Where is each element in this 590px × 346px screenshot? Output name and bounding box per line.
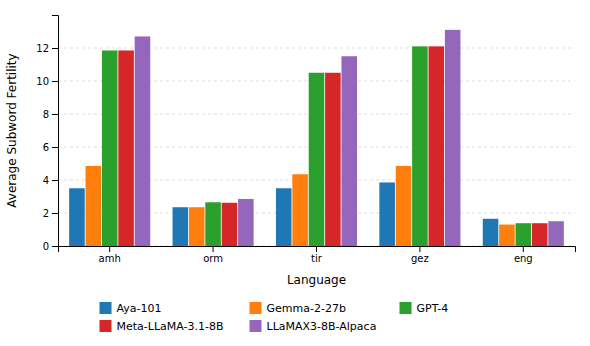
y-tick-mark (52, 48, 58, 49)
y-tick-mark (52, 213, 58, 214)
y-tick-mark (52, 81, 58, 82)
x-tick: amh (99, 246, 121, 264)
legend-item: Meta-LLaMA-3.1-8B (100, 320, 224, 333)
bar (396, 166, 412, 246)
y-tick-label: 10 (36, 76, 49, 87)
legend-label: Aya-101 (117, 302, 162, 315)
y-axis: 0 2 4 6 8 10 12 (36, 16, 58, 252)
y-tick: 2 (43, 208, 58, 219)
x-tick-label: orm (203, 253, 223, 264)
legend-swatch (250, 302, 262, 314)
legend-label: LLaMAX3-8B-Alpaca (267, 320, 377, 333)
x-tick-label: gez (411, 253, 429, 264)
y-tick: 6 (43, 142, 58, 153)
y-tick: 12 (36, 43, 58, 54)
x-tick: tir (311, 246, 323, 264)
y-tick-label: 0 (43, 241, 49, 252)
x-tick-mark (109, 246, 110, 252)
bars (69, 30, 564, 246)
bar (276, 188, 292, 246)
bar (516, 223, 532, 246)
x-tick-mark (523, 246, 524, 252)
y-tick: 0 (43, 241, 58, 252)
bar (189, 207, 205, 246)
x-tick-label: eng (514, 253, 533, 264)
legend-swatch (100, 302, 112, 314)
bar (135, 36, 151, 246)
bar (499, 225, 515, 246)
legend-label: Meta-LLaMA-3.1-8B (117, 320, 224, 333)
legend-swatch (100, 320, 112, 332)
x-tick: eng (514, 246, 533, 264)
y-axis-line (52, 16, 59, 247)
y-tick-label: 2 (43, 208, 49, 219)
x-tick-label: tir (311, 253, 323, 264)
legend: Aya-101 Gemma-2-27b GPT-4 Meta-LLaMA-3.1-8B… (100, 302, 449, 333)
bar (483, 219, 499, 246)
y-tick-mark (52, 114, 58, 115)
y-tick-label: 12 (36, 43, 49, 54)
legend-label: Gemma-2-27b (267, 302, 346, 315)
bar (86, 166, 102, 246)
chart: 0 2 4 6 8 10 12 amh orm tir gez eng Language Average … (0, 0, 590, 346)
legend-swatch (250, 320, 262, 332)
x-tick: orm (203, 246, 223, 264)
y-tick-label: 6 (43, 142, 49, 153)
x-tick-mark (316, 246, 317, 252)
bar (379, 182, 395, 246)
y-tick-label: 4 (43, 175, 49, 186)
plot: 0 2 4 6 8 10 12 amh orm tir gez eng (36, 16, 575, 265)
bar (445, 30, 461, 246)
legend-item: Aya-101 (100, 302, 162, 315)
legend-swatch (400, 302, 412, 314)
x-axis-title: Language (287, 273, 346, 287)
x-tick: gez (411, 246, 429, 264)
bar (548, 221, 564, 246)
bar (69, 188, 85, 246)
bar (292, 174, 308, 246)
x-axis-line (59, 247, 576, 253)
bar (222, 203, 238, 246)
legend-item: LLaMAX3-8B-Alpaca (250, 320, 377, 333)
y-tick: 4 (43, 175, 58, 186)
bar (325, 73, 341, 246)
bar (309, 73, 325, 246)
x-tick-label: amh (99, 253, 121, 264)
y-tick-mark (52, 180, 58, 181)
y-tick: 8 (43, 109, 58, 120)
x-tick-mark (419, 246, 420, 252)
x-axis: amh orm tir gez eng (59, 246, 576, 264)
y-axis-title: Average Subword Fertility (5, 53, 19, 207)
bar (238, 199, 254, 246)
bar (102, 50, 118, 246)
bar-series (135, 30, 564, 246)
bar (532, 223, 548, 246)
bar (205, 202, 221, 246)
x-tick-mark (213, 246, 214, 252)
legend-item: Gemma-2-27b (250, 302, 346, 315)
legend-item: GPT-4 (400, 302, 449, 315)
y-tick-mark (52, 246, 58, 247)
legend-label: GPT-4 (417, 302, 449, 315)
bar (173, 207, 189, 246)
bar (118, 50, 134, 246)
bar-series (102, 46, 531, 246)
y-tick-mark (52, 147, 58, 148)
y-tick: 10 (36, 76, 58, 87)
bar (412, 46, 428, 246)
bar (341, 56, 357, 246)
bar-series (118, 46, 547, 246)
bar (428, 46, 444, 246)
y-tick-label: 8 (43, 109, 49, 120)
